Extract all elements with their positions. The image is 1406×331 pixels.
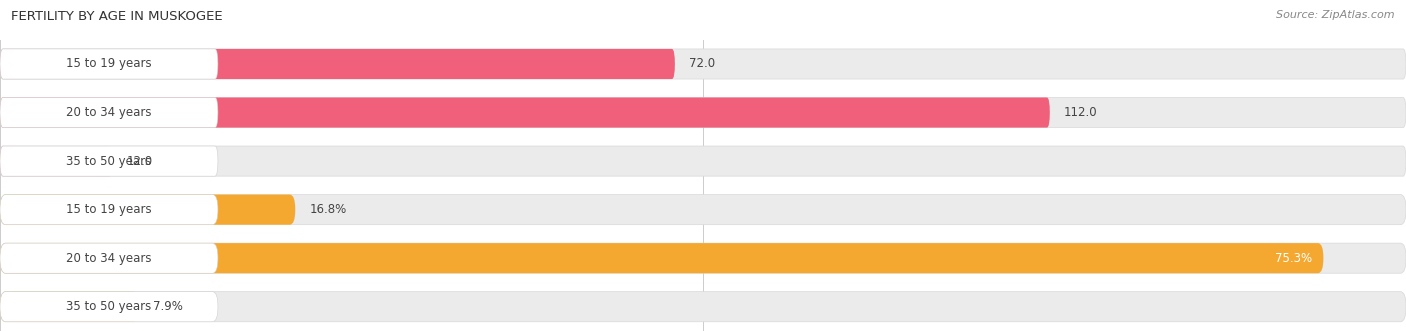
- FancyBboxPatch shape: [0, 98, 1406, 127]
- Text: 7.9%: 7.9%: [153, 300, 183, 313]
- FancyBboxPatch shape: [0, 243, 218, 273]
- FancyBboxPatch shape: [0, 195, 1406, 225]
- FancyBboxPatch shape: [0, 292, 1406, 322]
- FancyBboxPatch shape: [0, 146, 1406, 176]
- Text: 75.3%: 75.3%: [1275, 252, 1312, 265]
- FancyBboxPatch shape: [0, 49, 675, 79]
- Text: 112.0: 112.0: [1064, 106, 1098, 119]
- Text: 20 to 34 years: 20 to 34 years: [66, 106, 152, 119]
- Text: FERTILITY BY AGE IN MUSKOGEE: FERTILITY BY AGE IN MUSKOGEE: [11, 10, 224, 23]
- FancyBboxPatch shape: [0, 49, 1406, 79]
- FancyBboxPatch shape: [0, 195, 218, 225]
- FancyBboxPatch shape: [0, 243, 1323, 273]
- FancyBboxPatch shape: [0, 98, 218, 127]
- Text: 35 to 50 years: 35 to 50 years: [66, 155, 152, 167]
- Text: 15 to 19 years: 15 to 19 years: [66, 203, 152, 216]
- Text: 72.0: 72.0: [689, 58, 716, 71]
- Text: 35 to 50 years: 35 to 50 years: [66, 300, 152, 313]
- Text: Source: ZipAtlas.com: Source: ZipAtlas.com: [1277, 10, 1395, 20]
- FancyBboxPatch shape: [0, 292, 139, 322]
- Text: 12.0: 12.0: [127, 155, 153, 167]
- Text: 16.8%: 16.8%: [309, 203, 346, 216]
- FancyBboxPatch shape: [0, 49, 218, 79]
- FancyBboxPatch shape: [0, 195, 295, 225]
- Text: 15 to 19 years: 15 to 19 years: [66, 58, 152, 71]
- FancyBboxPatch shape: [0, 243, 1406, 273]
- Text: 20 to 34 years: 20 to 34 years: [66, 252, 152, 265]
- FancyBboxPatch shape: [0, 146, 112, 176]
- FancyBboxPatch shape: [0, 292, 218, 322]
- FancyBboxPatch shape: [0, 98, 1050, 127]
- FancyBboxPatch shape: [0, 146, 218, 176]
